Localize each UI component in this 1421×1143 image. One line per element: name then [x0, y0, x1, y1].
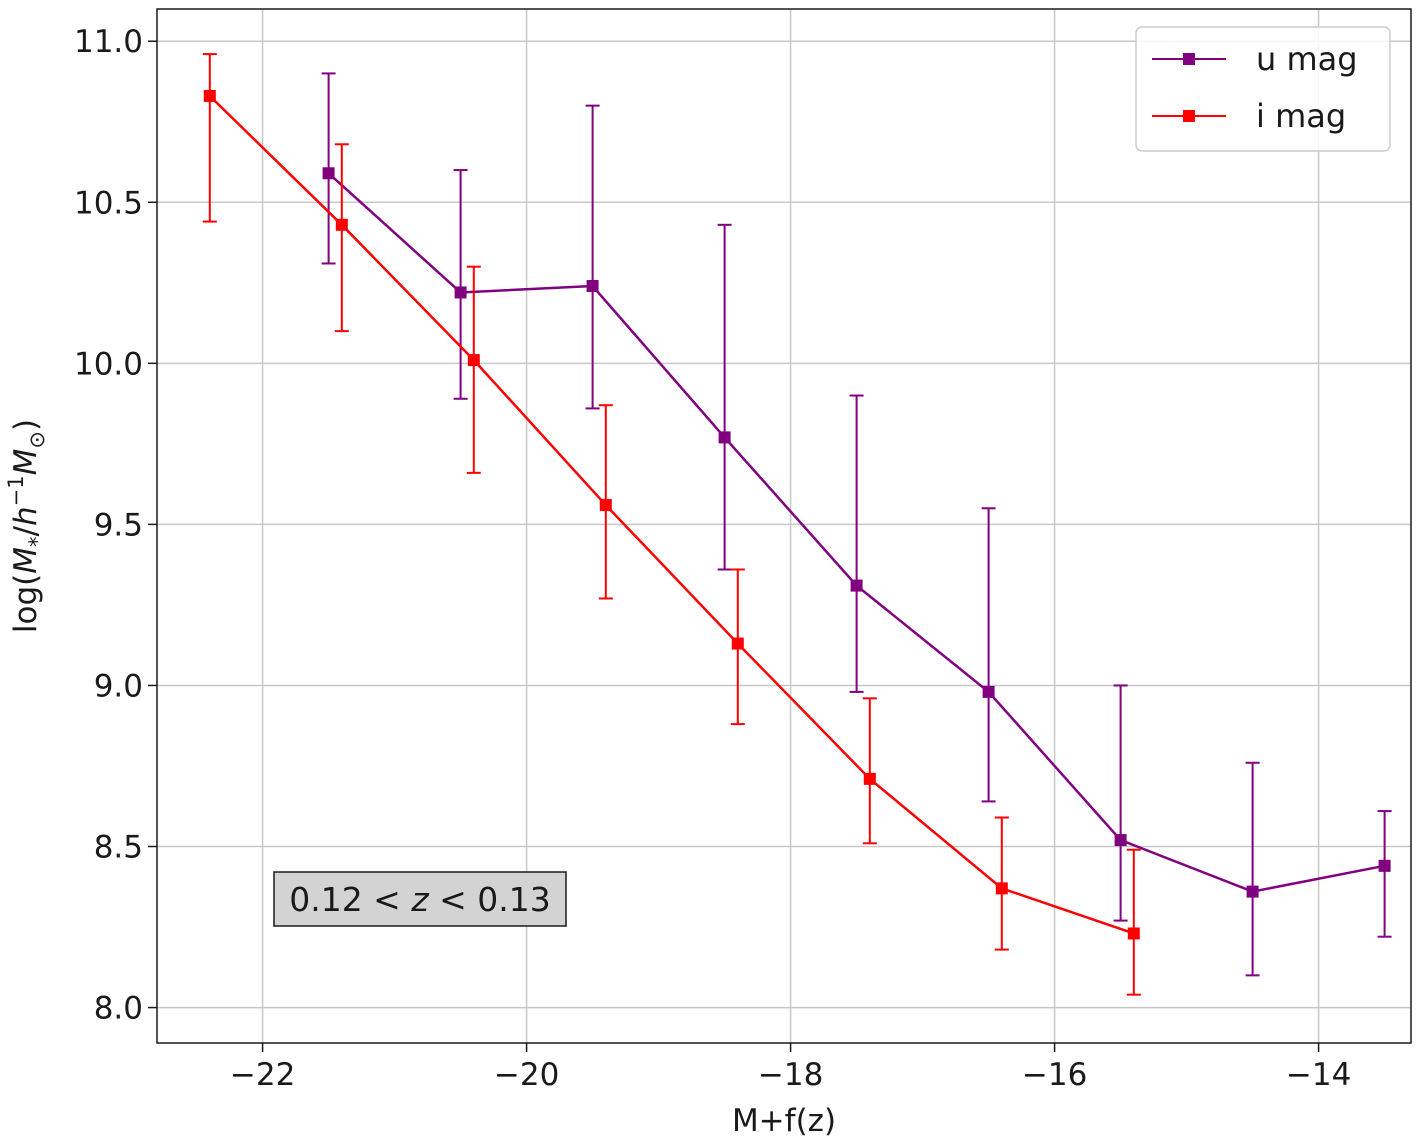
data-point [599, 499, 612, 512]
data-point [718, 431, 731, 444]
x-tick-label: −16 [1022, 1057, 1087, 1093]
redshift-annotation: 0.12 < z < 0.13 [273, 871, 567, 927]
data-point [203, 89, 216, 102]
legend-label-u-mag: u mag [1256, 40, 1358, 78]
data-point [1378, 859, 1391, 872]
data-point [863, 772, 876, 785]
data-point [586, 280, 599, 293]
y-tick-label: 10.5 [74, 185, 143, 221]
x-tick-label: −14 [1286, 1057, 1351, 1093]
y-tick-label: 8.5 [94, 830, 143, 866]
data-point [1246, 885, 1259, 898]
series-line [208, 95, 1135, 935]
y-axis-label: log(M*/h−1M⊙) [4, 419, 49, 633]
y-tick-label: 8.0 [94, 991, 143, 1027]
series-i-mag [202, 53, 1141, 996]
x-tick-label: −18 [758, 1057, 823, 1093]
data-point [454, 286, 467, 299]
data-point [322, 167, 335, 180]
data-point [982, 685, 995, 698]
data-point [335, 218, 348, 231]
data-point [731, 637, 744, 650]
x-tick-label: −22 [230, 1057, 295, 1093]
ticks: −22 −20 −18 −16 −14 8.0 8.5 9.0 9.5 10.0 10.5 11.0 [74, 24, 1351, 1093]
legend: u mag i mag [1135, 26, 1391, 152]
y-tick-label: 9.0 [94, 668, 143, 704]
legend-entry-i-mag: i mag [1152, 97, 1346, 135]
legend-marker-u-mag [1183, 53, 1195, 65]
annotation-box [273, 871, 567, 927]
data-point [850, 579, 863, 592]
data-point [995, 882, 1008, 895]
y-tick-label: 10.0 [74, 346, 143, 382]
x-axis-label: M+f(z) [732, 1103, 836, 1139]
annotation-text: 0.12 < z < 0.13 [289, 880, 551, 919]
legend-marker-i-mag [1183, 110, 1195, 122]
plot-frame [156, 8, 1412, 1044]
data-point [467, 354, 480, 367]
series-u-mag [321, 72, 1392, 977]
data-point [1114, 834, 1127, 847]
legend-label-i-mag: i mag [1256, 97, 1346, 135]
legend-entry-u-mag: u mag [1152, 40, 1358, 78]
x-tick-label: −20 [494, 1057, 559, 1093]
y-tick-label: 11.0 [74, 24, 143, 60]
grid [157, 9, 1411, 1043]
y-tick-label: 9.5 [94, 507, 143, 543]
series-layer [202, 53, 1392, 996]
data-point [1127, 927, 1140, 940]
